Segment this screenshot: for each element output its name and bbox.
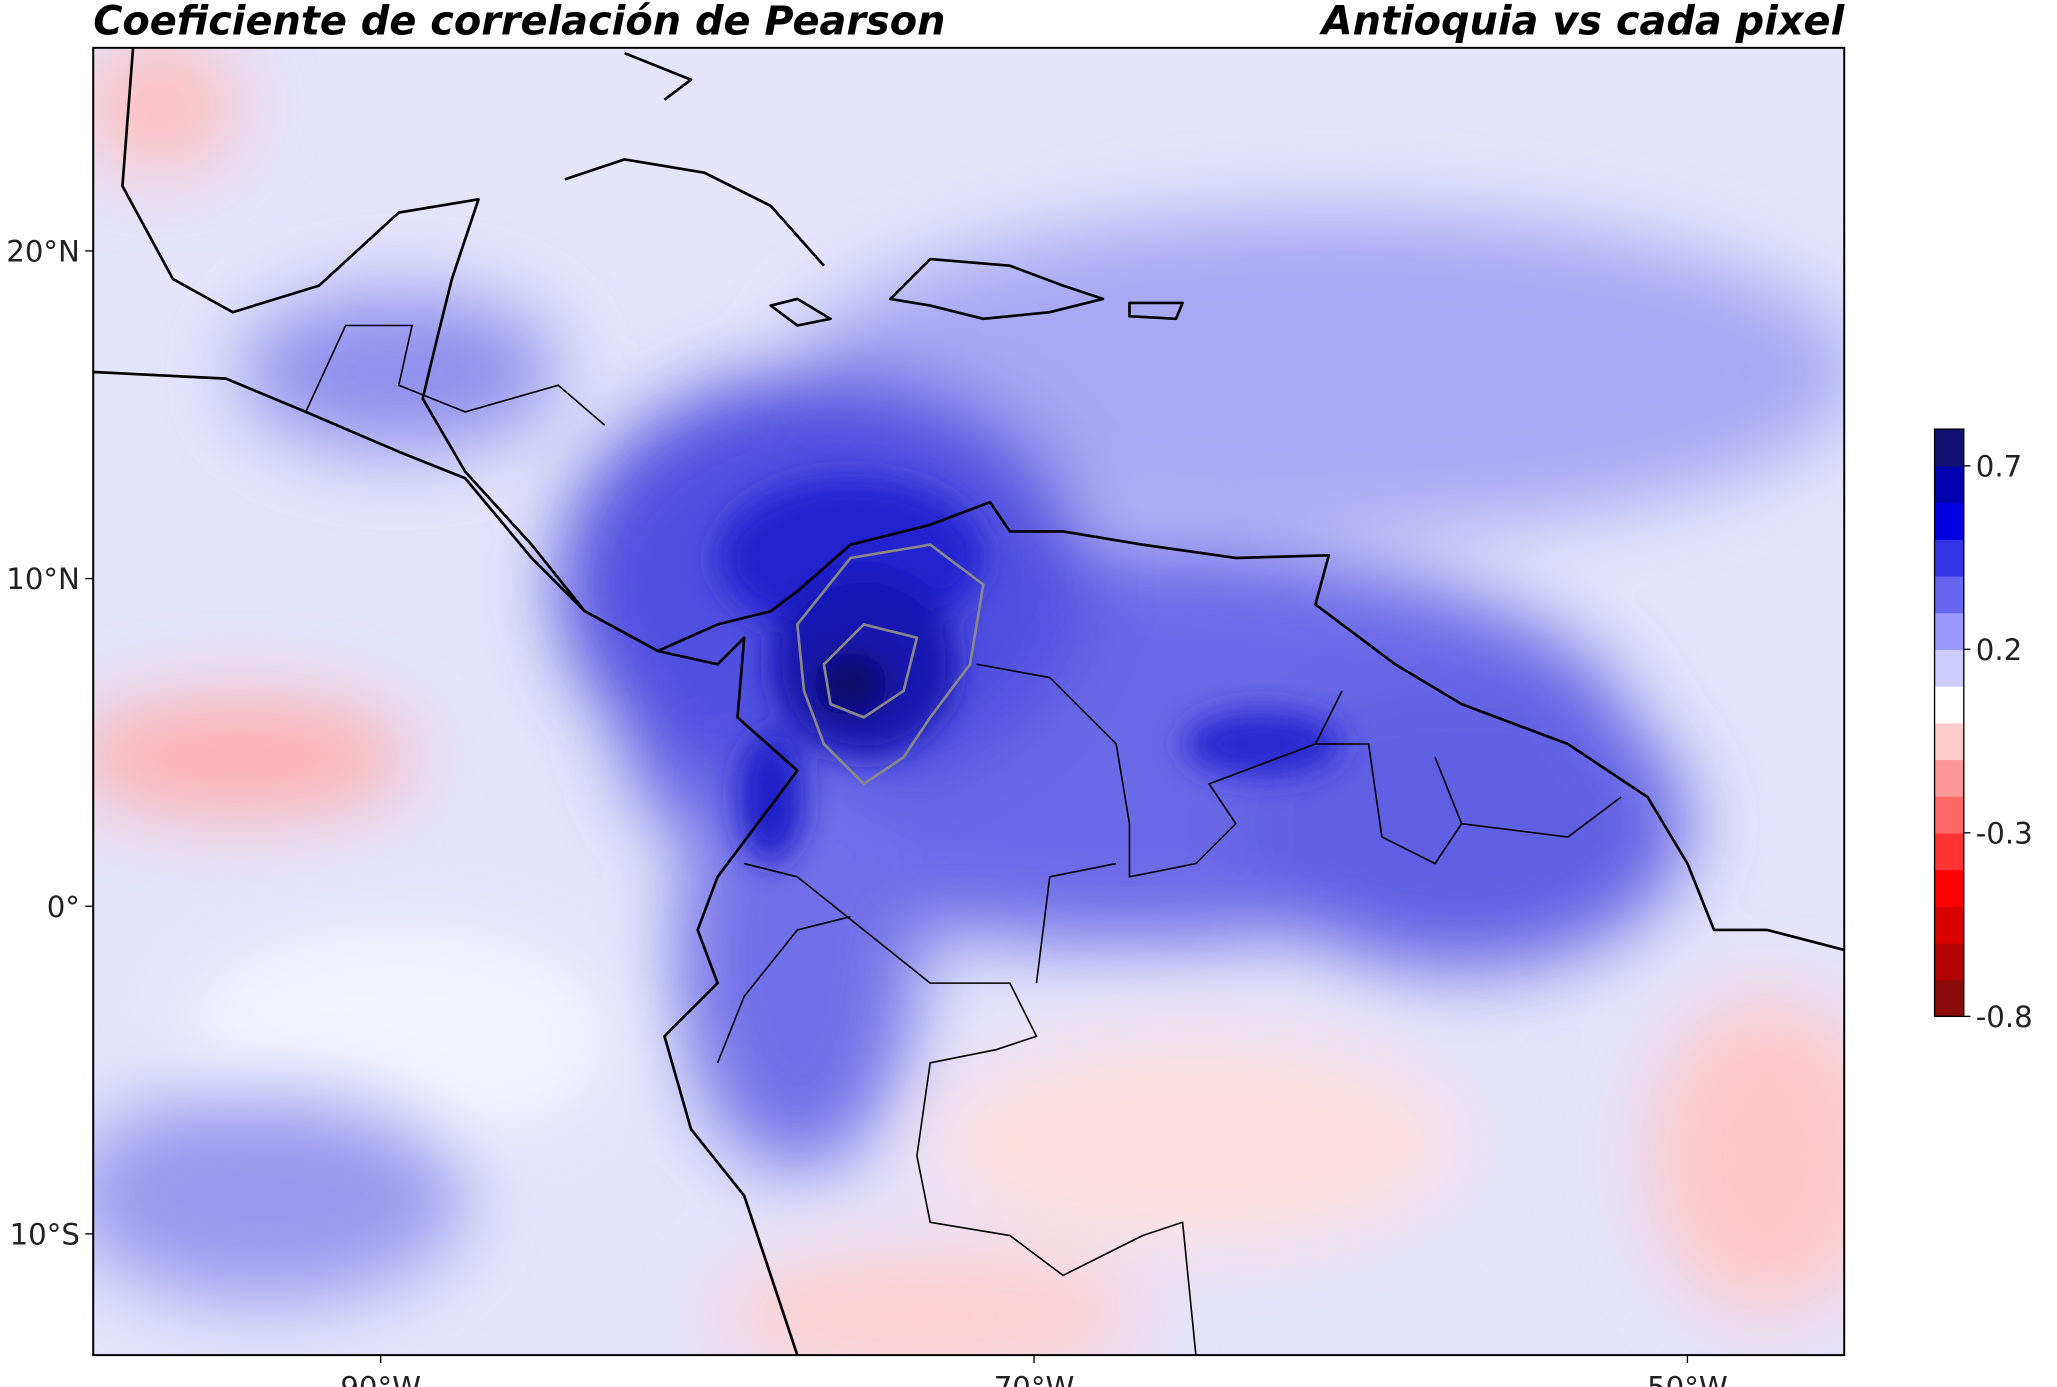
colorbar-segment (1934, 722, 1964, 761)
coastline (564, 51, 1184, 327)
y-tick-label: 10°N (6, 562, 80, 596)
colorbar-segment (1934, 759, 1964, 797)
chart-subtitle: Antioquia vs cada pixel (1319, 0, 1846, 45)
contour (795, 543, 985, 786)
colorbar-tick-label: 0.2 (1976, 633, 2022, 667)
colorbar-segment (1934, 539, 1964, 577)
y-tick-label: 10°S (10, 1218, 80, 1252)
colorbar-segment (1934, 942, 1964, 981)
country-border (305, 324, 1622, 1356)
colorbar-tick-label: -0.3 (1976, 816, 2033, 850)
y-tick-label: 20°N (6, 235, 80, 269)
chart-title: Coeficiente de correlación de Pearson (93, 0, 945, 45)
x-tick-label: 90°W (340, 1371, 421, 1387)
colorbar-frame (1933, 428, 1965, 1018)
coastline (93, 370, 799, 1356)
colorbar-segment (1934, 796, 1964, 834)
colorbar-segment (1934, 502, 1964, 540)
colorbar-segment (1934, 649, 1964, 687)
correlation-field (93, 47, 1845, 1356)
colorbar-segment (1934, 906, 1964, 944)
colorbar-segment (1934, 979, 1964, 1018)
coastline (121, 47, 1845, 952)
colorbar-segment (1934, 832, 1964, 871)
colorbar-segment (1934, 686, 1964, 724)
colorbar-segment (1934, 612, 1964, 650)
x-tick-label: 50°W (1647, 1371, 1728, 1387)
colorbar-tick-label: 0.7 (1976, 449, 2022, 483)
y-tick-label: 0° (47, 890, 80, 924)
colorbar-segment (1934, 575, 1964, 614)
x-tick-label: 70°W (994, 1371, 1075, 1387)
colorbar-segment (1934, 869, 1964, 907)
colorbar-tick-label: -0.8 (1976, 1000, 2033, 1034)
map-frame (92, 46, 1846, 1357)
colorbar-segment (1934, 465, 1964, 504)
colorbar-segment (1934, 429, 1964, 467)
